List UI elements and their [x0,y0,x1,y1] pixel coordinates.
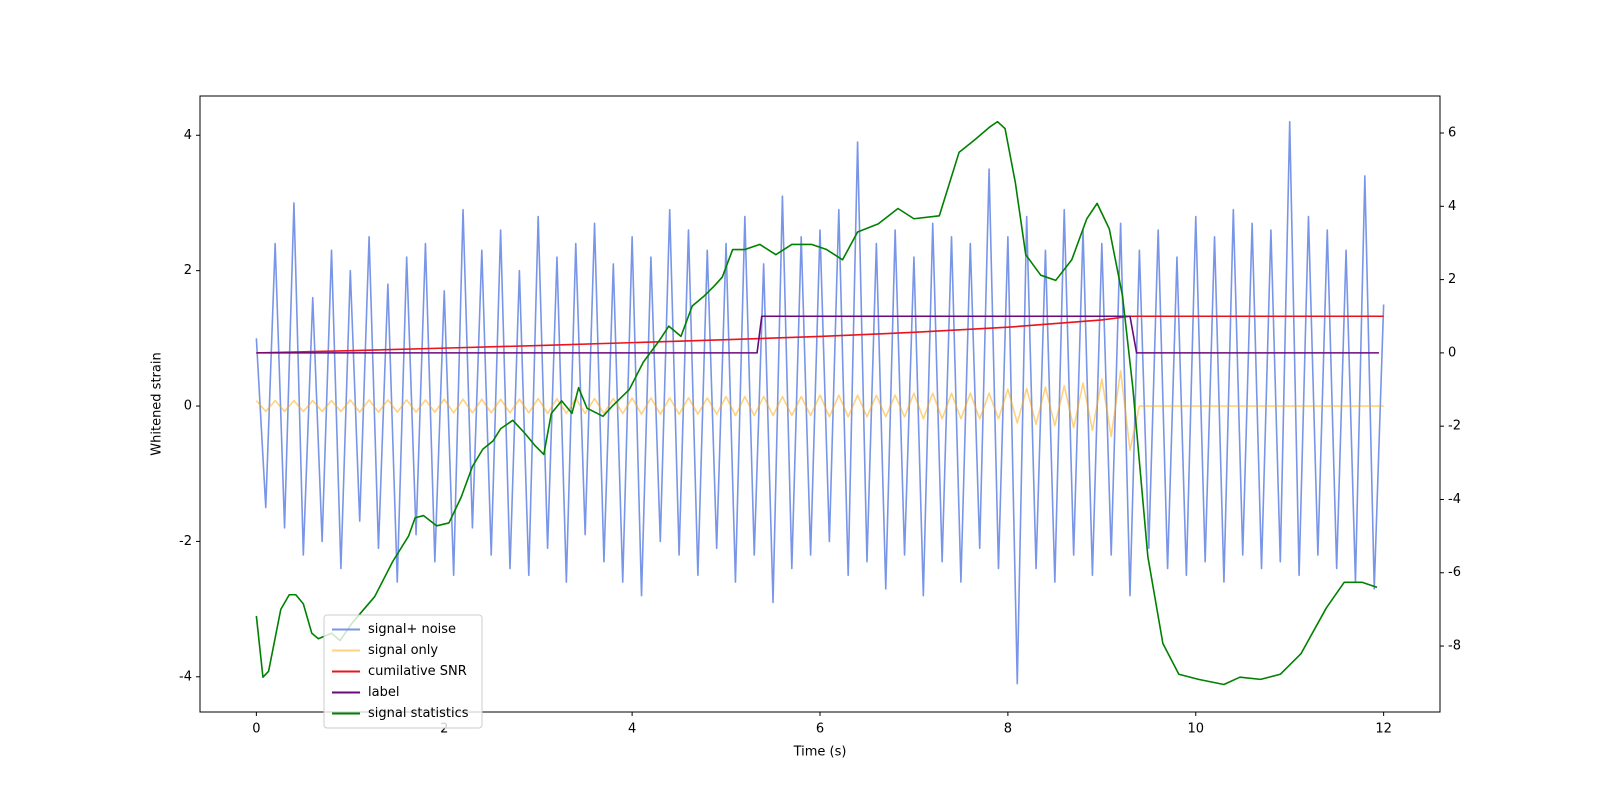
series-line [255,120,1378,686]
series-line [255,120,1385,685]
legend-label: label [368,685,399,700]
y2-tick-label: 0 [1448,345,1456,360]
series-line [256,315,1379,354]
y-tick-label: 2 [184,263,192,278]
y2-tick-label: -2 [1448,419,1461,434]
legend-label: signal+ noise [368,622,456,637]
x-tick-label: 10 [1187,722,1204,737]
x-tick-label: 4 [628,722,636,737]
legend-box [323,614,483,729]
x-tick-label: 8 [1004,722,1012,737]
y2-tick-label: -4 [1448,492,1461,507]
y-tick-label: -2 [179,534,192,549]
y2-tick-label: -6 [1448,565,1461,580]
y-tick-label: 0 [184,399,192,414]
legend-label: signal only [368,643,438,658]
legend: signal+ noise signal only cumilative SNR la… [323,614,483,729]
y-tick-label: -4 [179,669,192,684]
x-axis-label: Time (s) [793,745,847,760]
x-tick-label: 12 [1375,722,1392,737]
legend-label: signal statistics [368,706,469,721]
y2-tick-label: 6 [1448,126,1456,141]
y-axis-label: Whitened strain [150,352,165,455]
series-line [255,370,1384,451]
x-tick-label: 2 [440,722,448,737]
legend-label: cumilative SNR [368,664,467,679]
x-tick-label: 6 [816,722,824,737]
y2-tick-label: 4 [1448,199,1456,214]
y2-tick-label: -8 [1448,639,1461,654]
y-tick-label: 4 [184,128,192,143]
y2-tick-label: 2 [1448,272,1456,287]
x-tick-label: 0 [252,722,260,737]
